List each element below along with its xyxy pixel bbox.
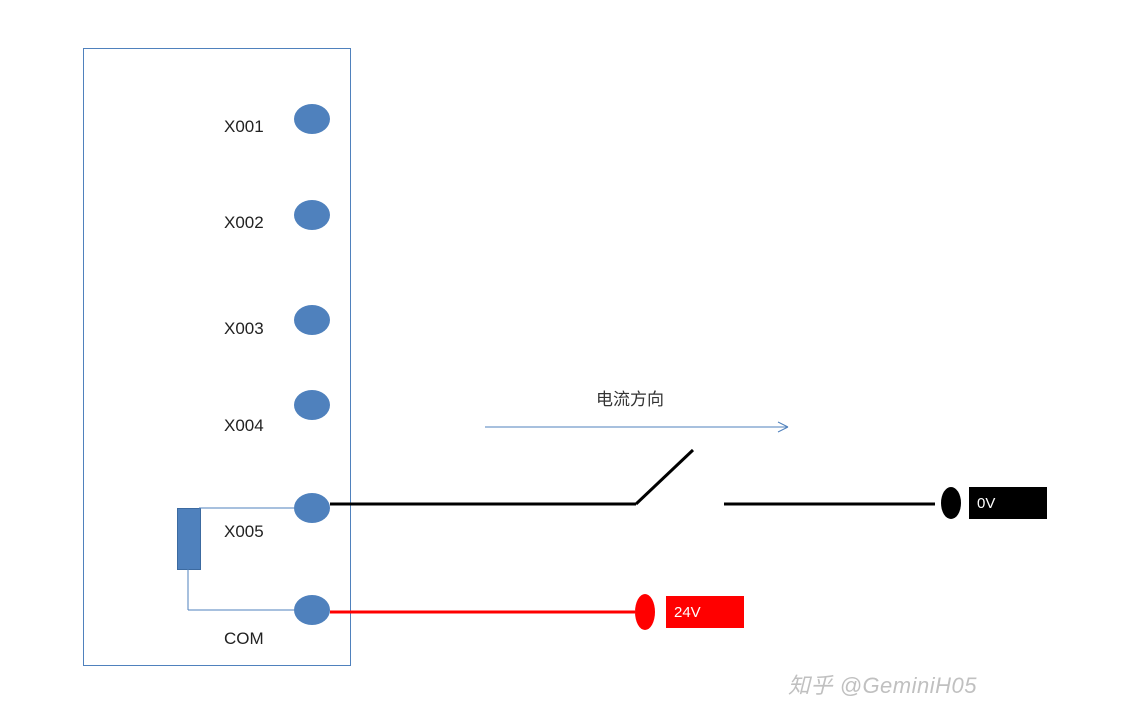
terminal-x004 [294,390,330,420]
zero-volt-text: 0V [977,495,995,512]
arrow-line [485,422,788,432]
terminal-x002 [294,200,330,230]
switch-wire [330,450,935,504]
terminal-x003 [294,305,330,335]
terminal-x001-label: X001 [224,117,264,137]
terminal-x005-label: X005 [224,522,264,542]
terminal-x002-label: X002 [224,213,264,233]
twenty-four-volt-box: 24V [666,596,744,628]
terminal-com [294,595,330,625]
terminal-x004-label: X004 [224,416,264,436]
current-direction-label: 电流方向 [596,385,664,410]
terminal-x001 [294,104,330,134]
terminal-x005 [294,493,330,523]
terminal-x003-label: X003 [224,319,264,339]
internal-resistor [177,508,201,570]
watermark-text: 知乎 @GeminiH05 [788,668,977,700]
plc-module-box [83,48,351,666]
twenty-four-volt-text: 24V [674,604,701,621]
terminal-com-label: COM [224,629,264,649]
zero-volt-box: 0V [969,487,1047,519]
